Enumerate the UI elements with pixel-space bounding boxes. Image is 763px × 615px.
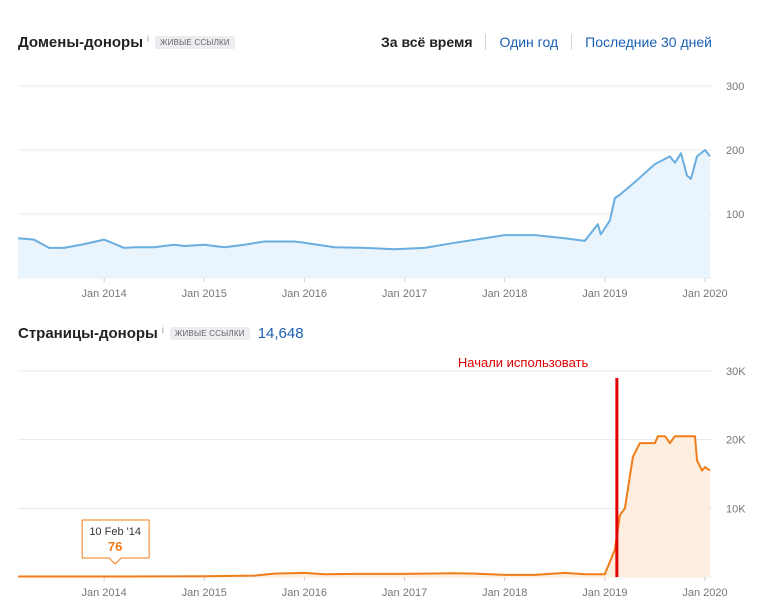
series-line: [17, 149, 711, 251]
tooltip-date: 10 Feb '14: [89, 526, 141, 538]
y-tick-label: 100: [726, 209, 744, 221]
chart2-live-links-badge: ЖИВЫЕ ССЫЛКИ: [169, 327, 250, 340]
y-tick-label: 20K: [726, 435, 746, 447]
chart2-total-count: 14,648: [257, 325, 304, 342]
x-tick-label: Jan 2016: [282, 288, 327, 300]
x-tick-label: Jan 2017: [382, 288, 427, 300]
x-tick-label: Jan 2017: [382, 587, 427, 599]
chart1-header: Домены-доноры i ЖИВЫЕ ССЫЛКИ: [18, 34, 235, 51]
chart2-title: Страницы-доноры: [18, 325, 158, 342]
chart1-info-icon[interactable]: i: [147, 34, 150, 44]
y-tick-label: 10K: [726, 503, 746, 515]
annotation-label: Начали использовать: [458, 355, 589, 370]
x-tick-label: Jan 2015: [182, 587, 227, 599]
y-tick-label: 300: [726, 81, 744, 93]
series-line: [18, 435, 711, 578]
referring-pages-chart[interactable]: 10K 20K 30K Jan 2014 Jan 2015 Jan 2016 Jan 201…: [0, 350, 763, 615]
x-tick-label: Jan 2014: [81, 587, 126, 599]
x-tick-label: Jan 2019: [582, 587, 627, 599]
x-tick-label: Jan 2015: [182, 288, 227, 300]
period-selector: За всё время Один год Последние 30 дней: [368, 34, 725, 50]
x-tick-label: Jan 2014: [81, 288, 126, 300]
period-one-year[interactable]: Один год: [485, 34, 571, 50]
x-tick-label: Jan 2016: [282, 587, 327, 599]
y-tick-label: 30K: [726, 366, 746, 378]
tooltip-value: 76: [108, 539, 122, 554]
period-last-30-days[interactable]: Последние 30 дней: [571, 34, 725, 50]
x-tick-label: Jan 2018: [482, 288, 527, 300]
chart1-title: Домены-доноры: [18, 34, 144, 51]
x-tick-label: Jan 2020: [682, 587, 727, 599]
tooltip-box: [81, 519, 150, 565]
series-area-fill: [18, 436, 710, 577]
x-tick-label: Jan 2019: [582, 288, 627, 300]
period-all-time[interactable]: За всё время: [381, 34, 473, 50]
referring-domains-chart[interactable]: 100 200 300 Jan 2014 Jan 2015 Jan 2016 Jan 201…: [0, 60, 763, 310]
chart2-header: Страницы-доноры i ЖИВЫЕ ССЫЛКИ 14,648: [18, 325, 304, 342]
y-tick-label: 200: [726, 145, 744, 157]
x-tick-label: Jan 2018: [482, 587, 527, 599]
chart2-info-icon[interactable]: i: [161, 325, 164, 335]
chart1-live-links-badge: ЖИВЫЕ ССЫЛКИ: [155, 36, 235, 49]
x-tick-label: Jan 2020: [682, 288, 727, 300]
